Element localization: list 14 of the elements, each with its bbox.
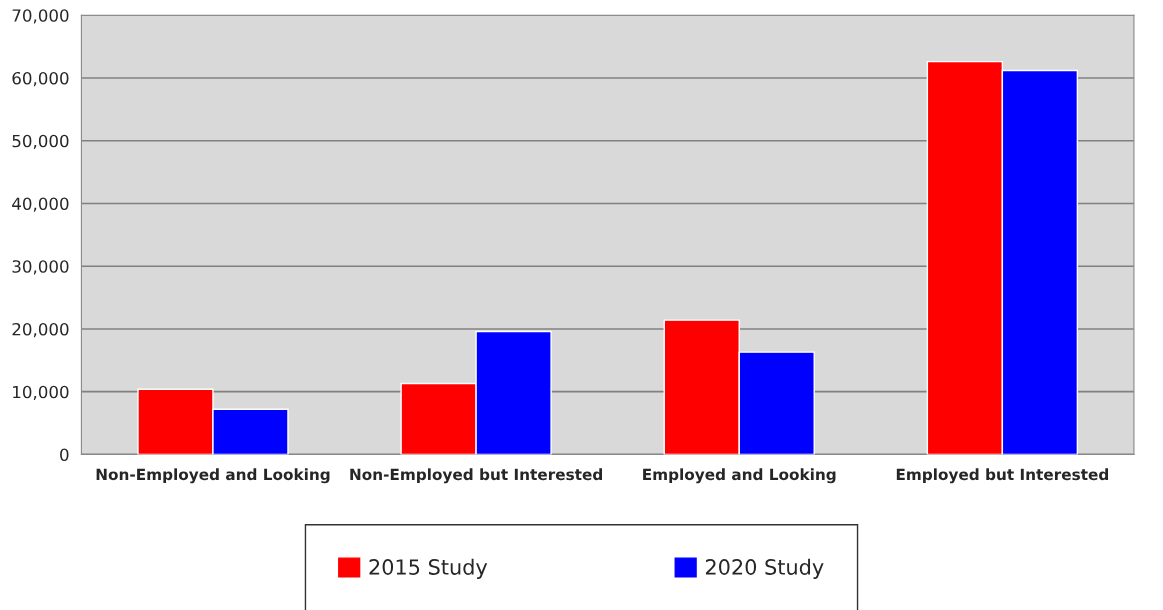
x-tick-label: Employed and Looking xyxy=(643,468,836,484)
x-tick-label: Non-Employed but Interested xyxy=(350,468,602,484)
y-tick-label: 30,000 xyxy=(12,260,69,275)
y-tick-label: 0 xyxy=(60,448,69,462)
y-tick-label: 50,000 xyxy=(12,134,69,150)
y-tick-label: 40,000 xyxy=(12,197,69,212)
legend-label: 2015 Study xyxy=(369,558,488,579)
y-tick-label: 20,000 xyxy=(12,322,69,338)
y-tick-label: 70,000 xyxy=(12,9,69,24)
y-tick-label: 60,000 xyxy=(12,71,69,87)
y-tick-label: 10,000 xyxy=(13,385,69,400)
legend-label: 2020 Study xyxy=(705,558,824,579)
x-tick-label: Non-Employed and Looking xyxy=(96,468,330,484)
x-tick-label: Employed but Interested xyxy=(896,468,1109,484)
